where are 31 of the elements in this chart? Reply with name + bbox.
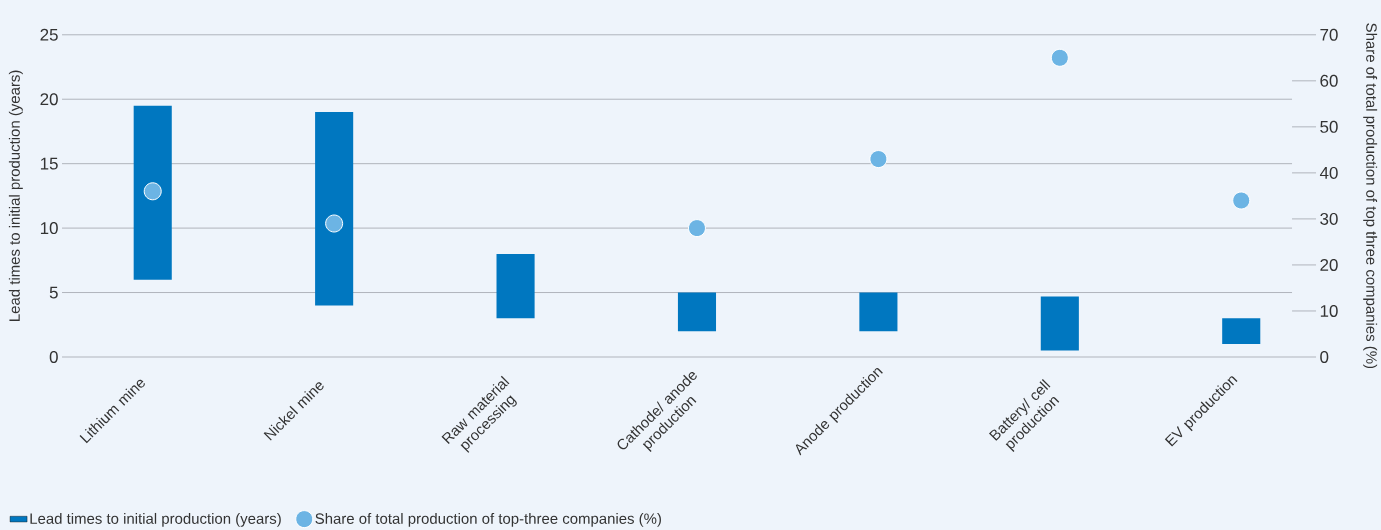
y2-tick-label: 50 [1320, 120, 1338, 133]
y2-axis-title: Share of total production of top three companies (%) [1363, 23, 1378, 369]
y-axis-title: Lead times to initial production (years) [8, 70, 23, 321]
bar [859, 292, 898, 332]
y2-tick-label: 30 [1320, 212, 1338, 225]
y2-tick-label: 60 [1320, 74, 1338, 87]
y2-tick-label: 0 [1320, 350, 1329, 363]
point [325, 214, 344, 233]
bar [133, 105, 172, 280]
y-tick-label: 10 [40, 222, 58, 235]
y-tick-label: 5 [49, 286, 58, 299]
bar [677, 292, 717, 332]
point [1232, 191, 1251, 210]
point [1050, 48, 1069, 67]
y-tick-label: 25 [40, 28, 58, 41]
bar [315, 112, 354, 306]
point [143, 182, 162, 201]
bar [1222, 318, 1261, 345]
bar [1040, 296, 1079, 351]
y-tick-label: 15 [40, 157, 58, 170]
point [687, 219, 706, 238]
legend-label: Share of total production of top-three companies (%) [315, 512, 661, 527]
y2-tick-label: 70 [1320, 28, 1338, 41]
point [869, 150, 888, 169]
legend-label: Lead times to initial production (years) [30, 512, 281, 527]
y-tick-label: 0 [49, 350, 58, 363]
bar [496, 253, 535, 319]
y2-tick-label: 10 [1320, 304, 1338, 317]
y2-tick-label: 20 [1320, 258, 1338, 271]
y2-tick-label: 40 [1319, 166, 1338, 179]
y-tick-label: 20 [40, 93, 58, 106]
